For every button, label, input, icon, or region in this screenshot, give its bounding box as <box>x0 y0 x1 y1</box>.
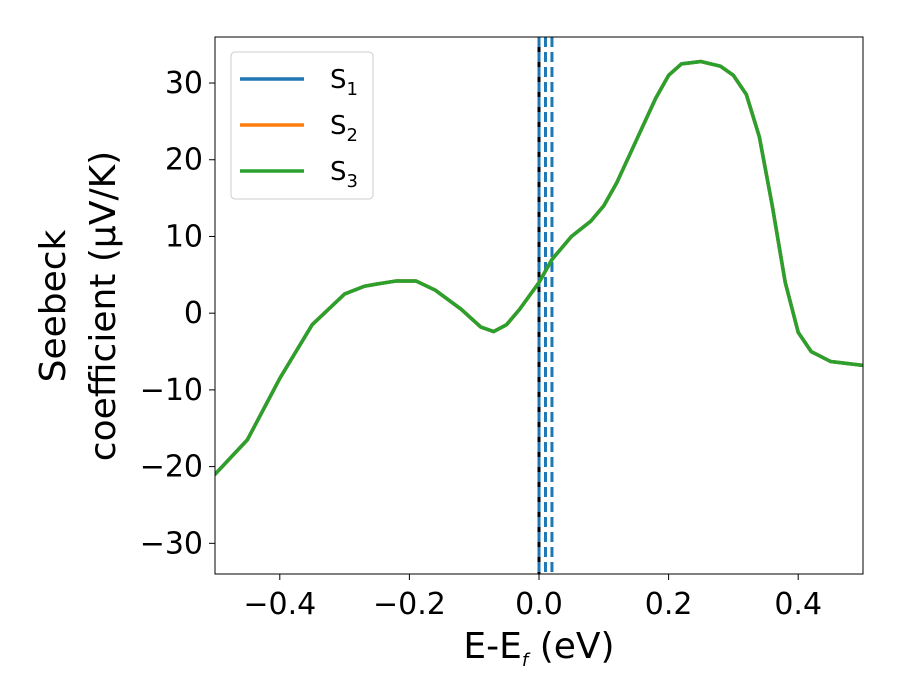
y-tick-label: −20 <box>140 450 203 485</box>
series-line-S3 <box>215 59 863 477</box>
y-tick-label: −10 <box>140 373 203 408</box>
x-axis: −0.4 −0.2 0.0 0.2 0.4 <box>243 574 822 622</box>
legend-label: S1 <box>330 65 358 100</box>
series-layer <box>215 59 863 477</box>
x-axis-title: E-Ef (eV) <box>463 626 614 671</box>
y-axis-title: Seebeck coefficient (μV/K) <box>33 151 124 461</box>
y-axis-title-line2: coefficient (μV/K) <box>83 151 124 461</box>
legend: S1 S2 S3 <box>230 51 374 200</box>
y-tick-label: 0 <box>184 296 203 331</box>
legend-label: S3 <box>330 157 358 192</box>
y-axis-title-line1: Seebeck <box>33 229 74 382</box>
y-axis: −30 −20 −10 0 10 20 30 <box>140 66 215 561</box>
legend-label: S2 <box>330 111 358 146</box>
y-tick-label: 20 <box>165 143 203 178</box>
x-tick-label: −0.4 <box>243 587 316 622</box>
x-tick-label: 0.4 <box>774 587 822 622</box>
x-tick-label: −0.2 <box>373 587 446 622</box>
y-tick-label: 30 <box>165 66 203 101</box>
x-tick-label: 0.2 <box>645 587 693 622</box>
y-tick-label: −30 <box>140 526 203 561</box>
x-tick-label: 0.0 <box>515 587 563 622</box>
fermi-reference-lines <box>537 37 554 574</box>
y-tick-label: 10 <box>165 219 203 254</box>
